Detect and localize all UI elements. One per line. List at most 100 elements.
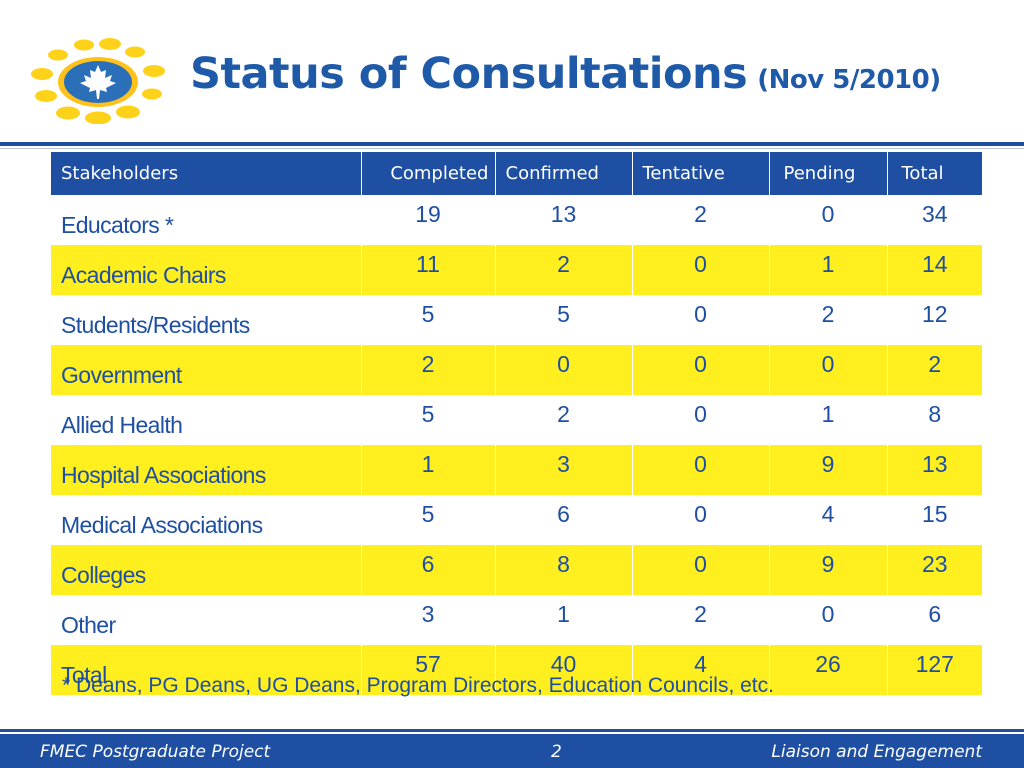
stakeholder-cell: Hospital Associations (51, 445, 361, 495)
col-header-tentative: Tentative (631, 152, 769, 195)
tentative-cell: 4 (631, 645, 769, 695)
pending-cell: 9 (768, 445, 887, 495)
stakeholder-cell: Academic Chairs (51, 245, 361, 295)
pending-cell: 4 (768, 495, 887, 545)
total-cell: 15 (886, 495, 982, 545)
confirmed-cell: 2 (494, 395, 632, 445)
col-header-completed: Completed (360, 152, 495, 195)
pending-cell: 0 (768, 195, 887, 245)
pending-cell: 9 (768, 545, 887, 595)
logo-dot (125, 46, 145, 58)
logo-dot (85, 111, 111, 124)
completed-cell: 5 (360, 395, 495, 445)
confirmed-cell: 3 (494, 445, 632, 495)
total-cell: 13 (886, 445, 982, 495)
stakeholder-cell: Other (51, 595, 361, 645)
logo-dot (143, 65, 165, 77)
total-cell: 6 (886, 595, 982, 645)
confirmed-cell: 5 (494, 295, 632, 345)
footer-bar: FMEC Postgraduate Project 2 Liaison and … (0, 734, 1024, 768)
table-row: Other 3 1 2 0 6 (51, 595, 982, 645)
logo-dot (48, 49, 68, 61)
total-cell: 12 (886, 295, 982, 345)
table-row: Government 2 0 0 0 2 (51, 345, 982, 395)
stakeholder-cell: Colleges (51, 545, 361, 595)
pending-cell: 1 (768, 245, 887, 295)
table-row: Students/Residents 5 5 0 2 12 (51, 295, 982, 345)
total-cell: 23 (886, 545, 982, 595)
logo-dot (74, 39, 94, 51)
pending-cell: 26 (768, 645, 887, 695)
stakeholder-cell: Government (51, 345, 361, 395)
table-row: Allied Health 5 2 0 1 8 (51, 395, 982, 445)
footer-project-label: FMEC Postgraduate Project (40, 742, 271, 762)
total-cell: 14 (886, 245, 982, 295)
consultations-table: Stakeholders Completed Confirmed Tentati… (51, 152, 982, 695)
table-row: Medical Associations 5 6 0 4 15 (51, 495, 982, 545)
tentative-cell: 0 (631, 395, 769, 445)
stakeholder-cell: Students/Residents (51, 295, 361, 345)
tentative-cell: 0 (631, 545, 769, 595)
completed-cell: 2 (360, 345, 495, 395)
total-cell: 2 (886, 345, 982, 395)
footer-section-label: Liaison and Engagement (771, 742, 982, 762)
pending-cell: 1 (768, 395, 887, 445)
total-cell: 127 (886, 645, 982, 695)
tentative-cell: 0 (631, 345, 769, 395)
maple-leaf-sun-logo (31, 38, 165, 124)
col-header-confirmed: Confirmed (494, 152, 632, 195)
table-row: Colleges 6 8 0 9 23 (51, 545, 982, 595)
logo-dot (35, 90, 57, 102)
footer-page-number: 2 (551, 742, 562, 762)
confirmed-cell: 0 (494, 345, 632, 395)
completed-cell: 11 (360, 245, 495, 295)
table-row: Academic Chairs 11 2 0 1 14 (51, 245, 982, 295)
pending-cell: 0 (768, 595, 887, 645)
completed-cell: 5 (360, 495, 495, 545)
completed-cell: 3 (360, 595, 495, 645)
logo-dot (56, 106, 80, 120)
tentative-cell: 2 (631, 195, 769, 245)
completed-cell: 19 (360, 195, 495, 245)
tentative-cell: 0 (631, 245, 769, 295)
completed-cell: 1 (360, 445, 495, 495)
table-row: Hospital Associations 1 3 0 9 13 (51, 445, 982, 495)
pending-cell: 2 (768, 295, 887, 345)
col-header-pending: Pending (768, 152, 887, 195)
stakeholder-cell: Total (51, 645, 361, 695)
total-cell: 8 (886, 395, 982, 445)
maple-leaf-icon (80, 65, 116, 99)
confirmed-cell: 8 (494, 545, 632, 595)
page-title: Status of Consultations (Nov 5/2010) (190, 48, 941, 106)
confirmed-cell: 40 (494, 645, 632, 695)
header-divider-thin (0, 148, 1024, 149)
stakeholder-cell: Medical Associations (51, 495, 361, 545)
stakeholder-cell: Allied Health (51, 395, 361, 445)
table-row: Educators * 19 13 2 0 34 (51, 195, 982, 245)
total-cell: 34 (886, 195, 982, 245)
header-divider (0, 142, 1024, 146)
footer-divider (0, 729, 1024, 732)
pending-cell: 0 (768, 345, 887, 395)
stakeholder-cell: Educators * (51, 195, 361, 245)
completed-cell: 6 (360, 545, 495, 595)
tentative-cell: 0 (631, 495, 769, 545)
logo-dot (142, 88, 162, 100)
confirmed-cell: 6 (494, 495, 632, 545)
table-header-row: Stakeholders Completed Confirmed Tentati… (51, 152, 982, 195)
confirmed-cell: 1 (494, 595, 632, 645)
col-header-stakeholders: Stakeholders (51, 152, 361, 195)
title-text: Status of Consultations (190, 49, 748, 99)
col-header-total: Total (886, 152, 982, 195)
completed-cell: 57 (360, 645, 495, 695)
tentative-cell: 0 (631, 445, 769, 495)
footnote: * Deans, PG Deans, UG Deans, Program Dir… (62, 674, 774, 697)
table-total-row: Total 57 40 4 26 127 (51, 645, 982, 695)
confirmed-cell: 2 (494, 245, 632, 295)
tentative-cell: 2 (631, 595, 769, 645)
logo-dot (116, 105, 140, 119)
title-date: (Nov 5/2010) (757, 65, 941, 95)
logo-dot (31, 68, 53, 80)
logo-dot (99, 38, 121, 50)
confirmed-cell: 13 (494, 195, 632, 245)
